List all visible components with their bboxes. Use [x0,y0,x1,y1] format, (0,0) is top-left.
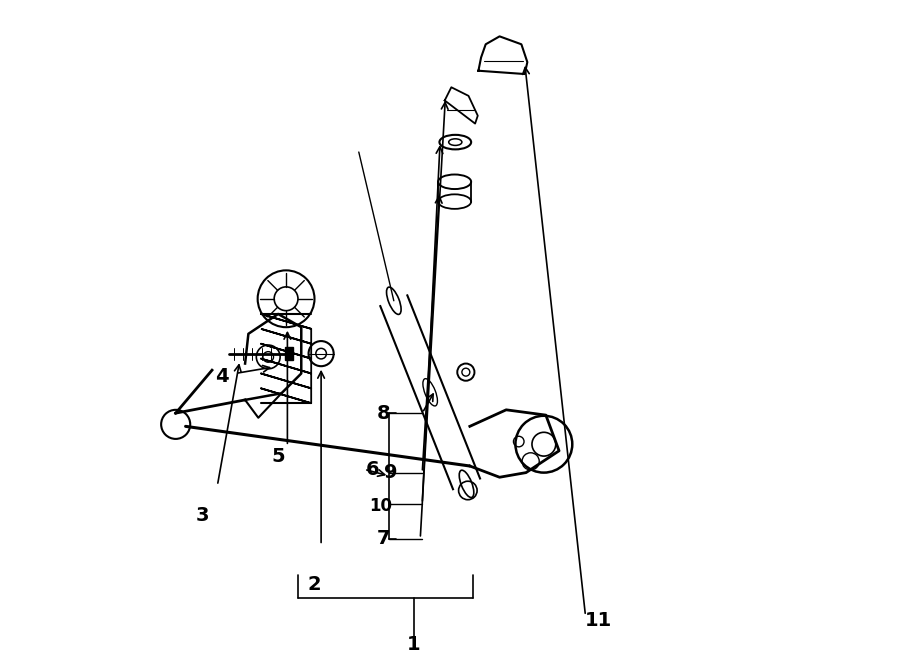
Bar [284,347,293,360]
Text: 4: 4 [215,368,229,386]
Text: 7: 7 [377,529,391,548]
Text: 9: 9 [383,463,397,482]
Text: 2: 2 [308,576,321,594]
Text: 3: 3 [195,506,209,525]
Text: 5: 5 [271,447,285,465]
Text: 10: 10 [369,496,392,515]
Text: 8: 8 [377,404,391,422]
Text: 11: 11 [585,611,612,629]
Text: 1: 1 [407,635,420,654]
Text: 6: 6 [366,460,380,479]
